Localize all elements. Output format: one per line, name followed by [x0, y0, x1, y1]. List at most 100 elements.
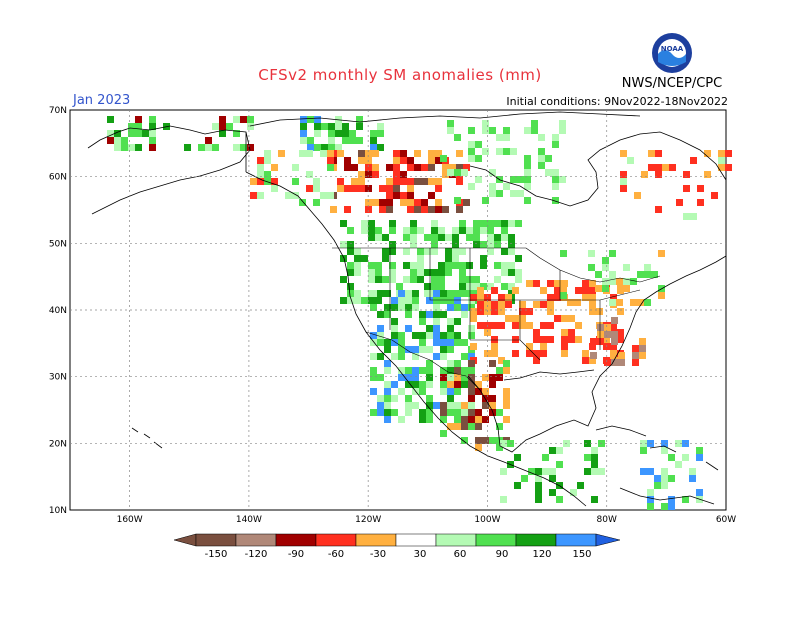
anomaly-cell — [431, 283, 438, 290]
anomaly-cell — [561, 336, 568, 343]
anomaly-cell — [514, 454, 521, 461]
anomaly-cell — [648, 164, 655, 171]
anomaly-cell — [567, 299, 574, 306]
anomaly-cell — [447, 120, 454, 127]
anomaly-cell — [431, 220, 438, 227]
anomaly-cell — [654, 482, 661, 489]
anomaly-cell — [386, 185, 393, 192]
anomaly-cell — [489, 402, 496, 409]
anomaly-cell — [337, 185, 344, 192]
anomaly-cell — [470, 294, 477, 301]
anomaly-cell — [445, 234, 452, 241]
anomaly-cell — [496, 148, 503, 155]
anomaly-cell — [610, 350, 617, 357]
anomaly-cell — [412, 304, 419, 311]
anomaly-cell — [405, 311, 412, 318]
anomaly-cell — [477, 294, 484, 301]
anomaly-cell — [501, 227, 508, 234]
anomaly-cell — [640, 447, 647, 454]
anomaly-cell — [559, 176, 566, 183]
anomaly-cell — [447, 290, 454, 297]
anomaly-cell — [500, 468, 507, 475]
anomaly-cell — [639, 352, 646, 359]
anomaly-cell — [480, 255, 487, 262]
anomaly-cell — [433, 311, 440, 318]
anomaly-cell — [327, 157, 334, 164]
anomaly-cell — [393, 178, 400, 185]
anomaly-cell — [377, 311, 384, 318]
anomaly-cell — [503, 360, 510, 367]
anomaly-cell — [533, 280, 540, 287]
anomaly-cell — [121, 144, 128, 151]
anomaly-cell — [503, 134, 510, 141]
anomaly-cell — [454, 332, 461, 339]
anomaly-cell — [391, 325, 398, 332]
anomaly-cell — [335, 144, 342, 151]
anomaly-cell — [508, 220, 515, 227]
anomaly-cell — [526, 280, 533, 287]
anomaly-cell — [489, 169, 496, 176]
anomaly-cell — [419, 416, 426, 423]
anomaly-cell — [414, 199, 421, 206]
anomaly-cell — [389, 248, 396, 255]
anomaly-cell — [342, 123, 349, 130]
anomaly-cell — [668, 454, 675, 461]
anomaly-cell — [597, 338, 604, 345]
colorbar-label: 150 — [572, 549, 591, 560]
anomaly-cell — [463, 199, 470, 206]
anomaly-cell — [205, 144, 212, 151]
anomaly-cell — [475, 176, 482, 183]
anomaly-cell — [552, 134, 559, 141]
anomaly-cell — [438, 276, 445, 283]
coastlines — [87, 111, 727, 507]
anomaly-cell — [114, 144, 121, 151]
lat-label: 50N — [49, 239, 67, 249]
anomaly-cell — [683, 171, 690, 178]
anomaly-cell — [549, 489, 556, 496]
anomaly-cell — [473, 220, 480, 227]
anomaly-cell — [361, 297, 368, 304]
political-borders — [332, 247, 661, 391]
anomaly-cell — [384, 346, 391, 353]
anomaly-cell — [393, 157, 400, 164]
anomaly-cell — [375, 234, 382, 241]
anomaly-cell — [697, 185, 704, 192]
anomaly-cell — [349, 130, 356, 137]
anomaly-cell — [428, 178, 435, 185]
anomaly-cell — [510, 148, 517, 155]
anomaly-cell — [121, 137, 128, 144]
anomaly-cell — [431, 248, 438, 255]
anomaly-cell — [620, 185, 627, 192]
anomaly-cell — [285, 192, 292, 199]
anomaly-cell — [372, 150, 379, 157]
anomaly-cell — [461, 409, 468, 416]
anomaly-cell — [233, 144, 240, 151]
anomaly-cell — [542, 454, 549, 461]
anomaly-cell — [501, 248, 508, 255]
anomaly-cell — [421, 206, 428, 213]
anomaly-cell — [487, 227, 494, 234]
anomaly-cell — [658, 250, 665, 257]
anomaly-cell — [347, 283, 354, 290]
anomaly-cell — [519, 315, 526, 322]
anomaly-cell — [582, 294, 589, 301]
anomaly-cell — [368, 234, 375, 241]
colorbar-swatch — [315, 533, 357, 547]
anomaly-cell — [496, 423, 503, 430]
anomaly-cell — [547, 301, 554, 308]
colorbar-swatches — [173, 533, 621, 547]
anomaly-cell — [419, 367, 426, 374]
anomaly-cell — [591, 496, 598, 503]
anomaly-cell — [421, 199, 428, 206]
anomaly-cell — [431, 234, 438, 241]
anomaly-cell — [602, 285, 609, 292]
anomaly-cell — [356, 137, 363, 144]
anomaly-cell — [240, 116, 247, 123]
anomaly-cell — [426, 374, 433, 381]
anomaly-cell — [533, 357, 540, 364]
anomaly-cell — [501, 262, 508, 269]
anomaly-cell — [526, 322, 533, 329]
anomaly-cell — [351, 185, 358, 192]
anomaly-cell — [508, 234, 515, 241]
anomaly-cell — [554, 294, 561, 301]
